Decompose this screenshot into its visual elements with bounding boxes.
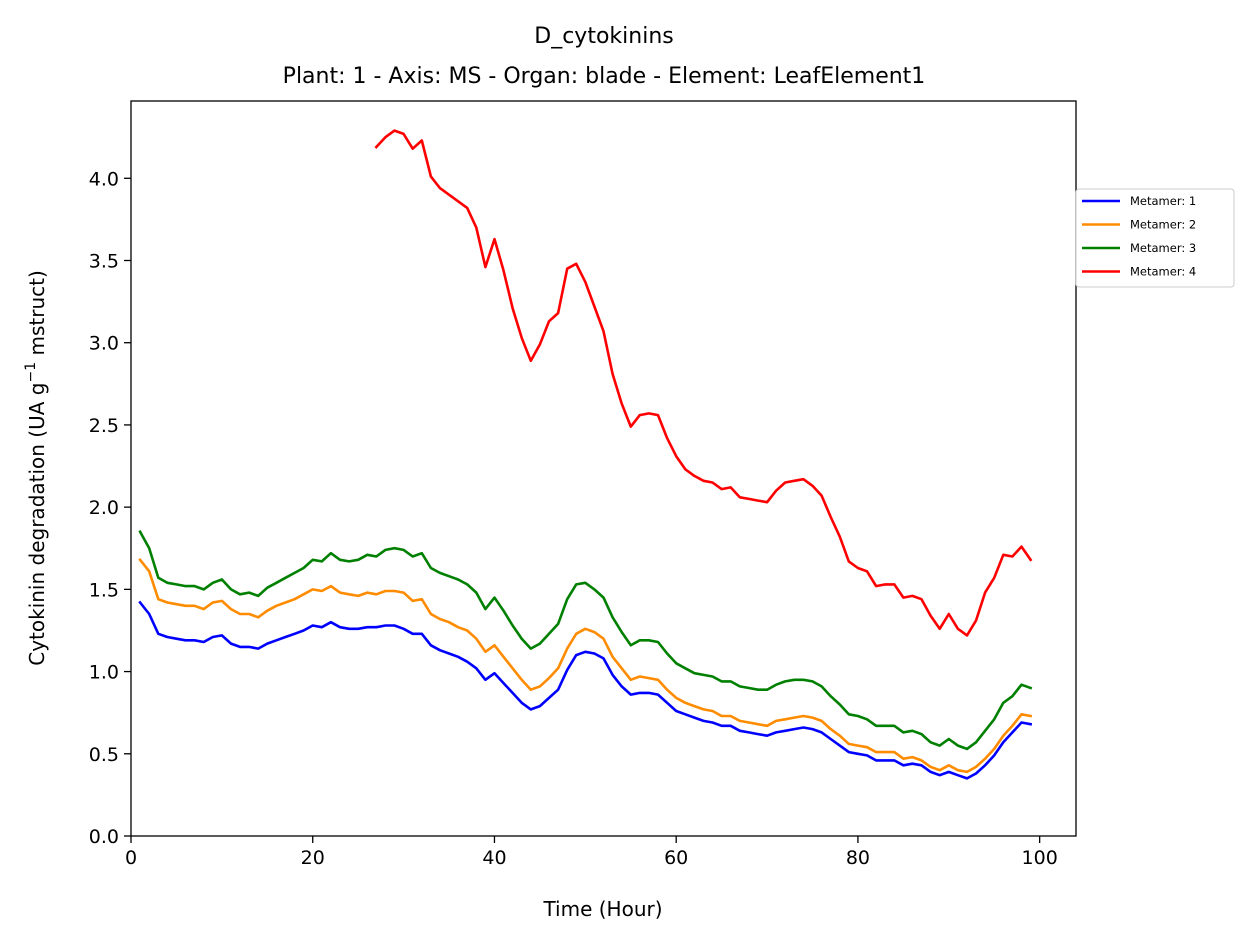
y-axis-label-end: mstruct) <box>25 270 49 362</box>
legend-label-metamer-2: Metamer: 2 <box>1130 218 1196 232</box>
y-tick-label: 3.5 <box>89 250 119 272</box>
y-axis-label-sup: −1 <box>23 362 39 383</box>
series-layer <box>138 129 1033 780</box>
x-tick-label: 40 <box>482 847 506 869</box>
chart-subtitle: Plant: 1 - Axis: MS - Organ: blade - Ele… <box>283 64 926 89</box>
plot-area <box>131 101 1076 836</box>
y-tick-label: 3.0 <box>89 333 119 355</box>
y-axis-label-main: Cytokinin degradation (UA g <box>25 383 49 666</box>
y-tick-label: 2.0 <box>89 497 119 519</box>
series-line-metamer-4 <box>374 129 1033 637</box>
y-tick-label: 4.0 <box>89 168 119 190</box>
chart-title: D_cytokinins <box>534 24 673 49</box>
x-tick-label: 60 <box>664 847 688 869</box>
x-tick-label: 80 <box>846 847 870 869</box>
y-tick-label: 2.5 <box>89 415 119 437</box>
plot-frame <box>130 100 1077 837</box>
y-tick-label: 1.5 <box>89 579 119 601</box>
x-tick-label: 100 <box>1022 847 1058 869</box>
series-line-metamer-3 <box>138 530 1033 751</box>
x-tick-label: 20 <box>301 847 325 869</box>
x-axis-label: Time (Hour) <box>542 897 662 921</box>
axes-layer: 0 20 40 60 80 100 0.0 0.5 1.0 1.5 2.0 2.5 3.0 3.5 4.0 <box>89 168 1058 869</box>
legend-label-metamer-3: Metamer: 3 <box>1130 241 1196 255</box>
series-line-metamer-1 <box>138 600 1033 780</box>
y-axis-label: Cytokinin degradation (UA g−1 mstruct) <box>23 270 49 666</box>
legend-label-metamer-1: Metamer: 1 <box>1130 194 1196 208</box>
y-tick-label: 1.0 <box>89 662 119 684</box>
series-line-metamer-2 <box>138 557 1033 774</box>
x-tick-label: 0 <box>125 847 137 869</box>
y-tick-label: 0.0 <box>89 826 119 848</box>
legend: Metamer: 1 Metamer: 2 Metamer: 3 Metamer: 4 <box>1075 188 1235 288</box>
legend-box <box>1075 188 1235 288</box>
y-tick-label: 0.5 <box>89 744 119 766</box>
legend-label-metamer-4: Metamer: 4 <box>1130 265 1196 279</box>
